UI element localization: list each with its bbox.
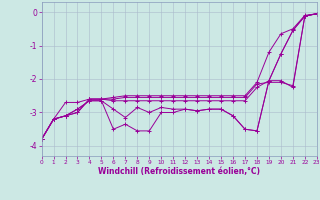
X-axis label: Windchill (Refroidissement éolien,°C): Windchill (Refroidissement éolien,°C) bbox=[98, 167, 260, 176]
